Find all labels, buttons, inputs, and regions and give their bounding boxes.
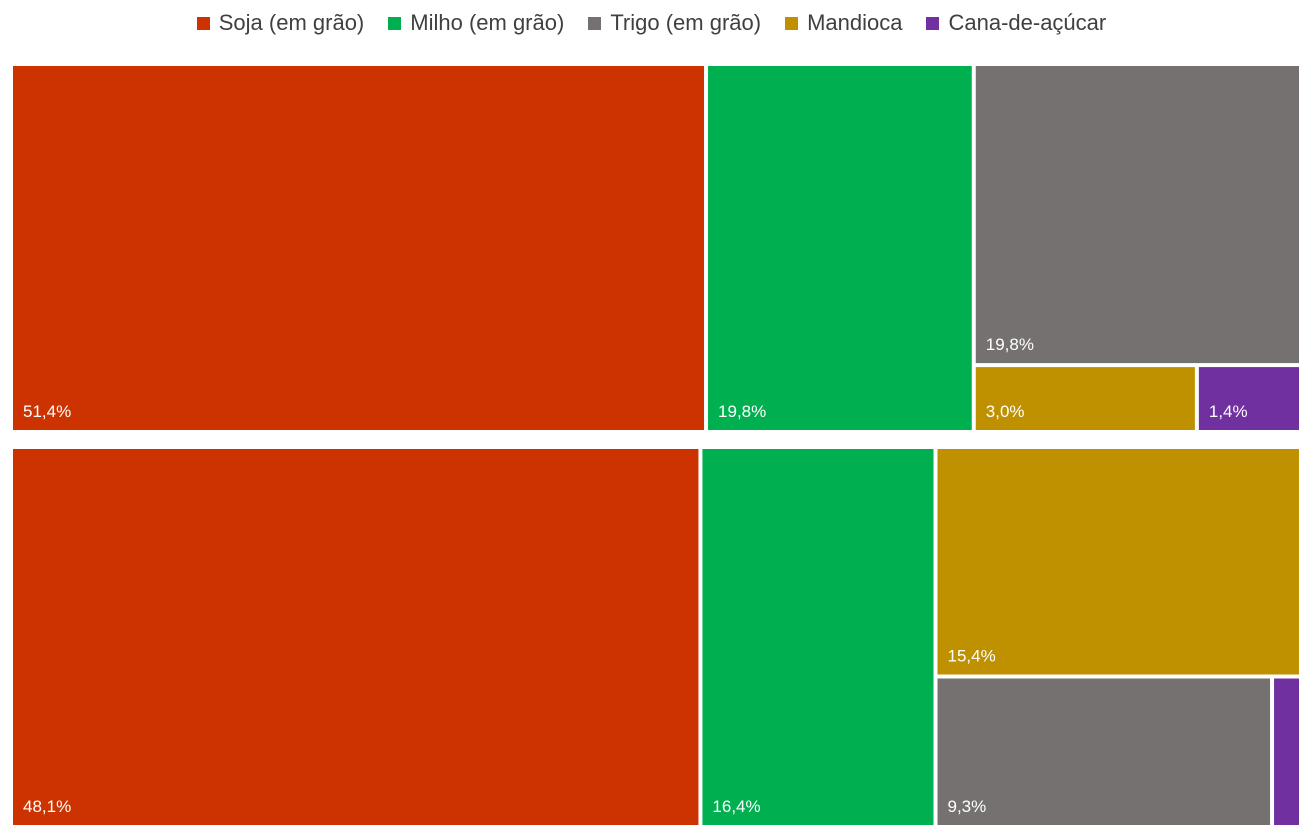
tile-label-1-trigo-em-grao: 19,8% bbox=[986, 335, 1034, 354]
tile-label-2-trigo-em-grao: 9,3% bbox=[948, 797, 987, 816]
chart-legend: Soja (em grão) Milho (em grão) Trigo (em… bbox=[0, 6, 1303, 40]
legend-label-trigo: Trigo (em grão) bbox=[610, 10, 762, 35]
tile-1-mandioca[interactable] bbox=[975, 367, 1195, 430]
legend-item-cana[interactable]: Cana-de-açúcar bbox=[926, 10, 1106, 36]
tile-1-trigo-em-grao[interactable] bbox=[975, 66, 1299, 364]
tile-2-milho-em-grao[interactable] bbox=[702, 449, 934, 825]
tile-1-milho-em-grao[interactable] bbox=[708, 66, 972, 430]
legend-swatch-cana bbox=[926, 16, 940, 30]
legend-swatch-soja bbox=[196, 16, 210, 30]
legend-label-cana: Cana-de-açúcar bbox=[948, 10, 1107, 35]
tile-1-soja-em-grao[interactable] bbox=[13, 66, 705, 430]
legend-label-soja: Soja (em grão) bbox=[218, 10, 365, 35]
legend-item-milho[interactable]: Milho (em grão) bbox=[388, 10, 564, 36]
legend-swatch-trigo bbox=[588, 16, 602, 30]
tile-label-2-soja-em-grao: 48,1% bbox=[23, 797, 71, 816]
tile-label-2-milho-em-grao: 16,4% bbox=[712, 797, 760, 816]
legend-item-mandioca[interactable]: Mandioca bbox=[785, 10, 902, 36]
tile-1-cana-de-acucar[interactable] bbox=[1198, 367, 1299, 430]
tile-2-cana-de-acucar[interactable] bbox=[1274, 678, 1299, 825]
legend-label-mandioca: Mandioca bbox=[807, 10, 903, 35]
legend-swatch-milho bbox=[388, 16, 402, 30]
tile-label-2-mandioca: 15,4% bbox=[948, 646, 996, 665]
legend-item-trigo[interactable]: Trigo (em grão) bbox=[588, 10, 761, 36]
legend-item-soja[interactable]: Soja (em grão) bbox=[196, 10, 365, 36]
tile-2-soja-em-grao[interactable] bbox=[13, 449, 699, 825]
legend-label-milho: Milho (em grão) bbox=[410, 10, 565, 35]
tile-label-1-milho-em-grao: 19,8% bbox=[718, 402, 766, 421]
tile-label-1-soja-em-grao: 51,4% bbox=[23, 402, 71, 421]
tile-2-mandioca[interactable] bbox=[937, 449, 1300, 675]
tile-label-1-mandioca: 3,0% bbox=[986, 402, 1025, 421]
legend-swatch-mandioca bbox=[785, 16, 799, 30]
tile-label-1-cana-de-acucar: 1,4% bbox=[1209, 402, 1248, 421]
tile-2-trigo-em-grao[interactable] bbox=[937, 678, 1271, 825]
